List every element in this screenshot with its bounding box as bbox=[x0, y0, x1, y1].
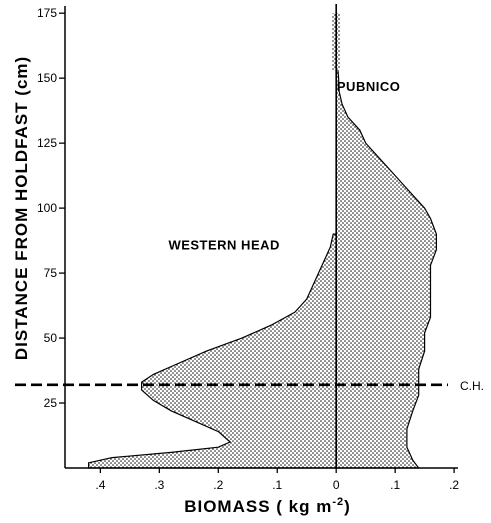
x-tick-label: .4 bbox=[95, 478, 105, 492]
x-tick-label: .1 bbox=[390, 478, 400, 492]
series-area-pubnico bbox=[335, 69, 437, 469]
series-label-pubnico: PUBNICO bbox=[337, 79, 400, 94]
x-axis-title: BIOMASS ( kg m-2) bbox=[184, 496, 351, 516]
ch-annotation: C.H. bbox=[460, 379, 484, 393]
x-tick-label: .3 bbox=[154, 478, 164, 492]
x-tick-label: .2 bbox=[213, 478, 223, 492]
x-tick-label: .1 bbox=[272, 478, 282, 492]
y-tick-label: 125 bbox=[37, 136, 57, 150]
y-tick-label: 175 bbox=[37, 6, 57, 20]
series-area-western-head bbox=[88, 233, 337, 469]
y-tick-label: 75 bbox=[44, 266, 58, 280]
y-axis-title: DISTANCE FROM HOLDFAST (cm) bbox=[12, 56, 31, 360]
series-label-western-head: WESTERN HEAD bbox=[168, 238, 279, 253]
x-tick-label: .2 bbox=[449, 478, 459, 492]
y-tick-label: 100 bbox=[37, 201, 57, 215]
y-tick-label: 25 bbox=[44, 396, 58, 410]
y-tick-label: 150 bbox=[37, 71, 57, 85]
x-tick-label: 0 bbox=[333, 478, 340, 492]
y-tick-label: 50 bbox=[44, 331, 58, 345]
